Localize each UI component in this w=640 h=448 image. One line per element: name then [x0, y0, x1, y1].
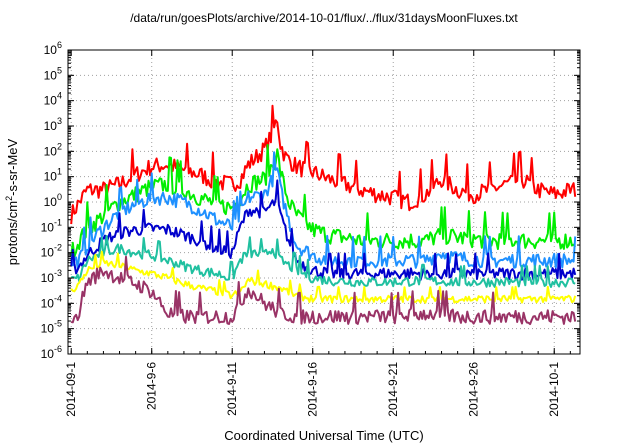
y-tick-label-exp: -4 [54, 293, 62, 303]
x-axis-label: Coordinated Universal Time (UTC) [224, 428, 423, 443]
y-tick-label-base: 10 [41, 347, 55, 361]
y-axis-label: protons/cm2-s-sr-MeV [4, 138, 20, 265]
y-tick-label: 10-2 [41, 243, 62, 260]
y-tick-label-base: 10 [44, 94, 58, 108]
y-tick-label: 10-3 [41, 268, 62, 285]
y-tick-label-base: 10 [41, 246, 55, 260]
y-tick-label-exp: -5 [54, 319, 62, 329]
y-tick-label-exp: -1 [54, 217, 62, 227]
y-axis-label-sup: 2 [4, 196, 14, 201]
y-tick-label-base: 10 [41, 322, 55, 336]
y-tick-label-exp: -2 [54, 243, 62, 253]
series-line-6 [70, 250, 577, 304]
y-tick-label: 103 [44, 116, 62, 133]
y-tick-label-exp: -3 [54, 268, 62, 278]
y-tick-label: 102 [44, 141, 62, 158]
ticks [68, 49, 580, 355]
x-tick-labels: 2014-09-1 2014-9-6 2014-9-11 2014-9-16 2014-… [64, 362, 561, 417]
y-tick-label-exp: 2 [57, 141, 62, 151]
x-tick-label: 2014-9-11 [225, 362, 239, 416]
y-tick-label-base: 10 [44, 144, 58, 158]
y-tick-label-base: 10 [41, 220, 55, 234]
y-tick-label: 10-4 [41, 293, 62, 310]
y-tick-label-exp: 1 [57, 167, 62, 177]
x-tick-label: 2014-09-1 [64, 362, 78, 417]
series-layer [70, 104, 577, 326]
y-tick-label: 10-5 [41, 319, 62, 336]
series-line-7 [70, 255, 577, 326]
y-tick-label-exp: 3 [57, 116, 62, 126]
y-tick-label: 105 [44, 65, 62, 82]
chart-title: /data/run/goesPlots/archive/2014-10-01/f… [130, 11, 518, 25]
y-tick-label-base: 10 [44, 119, 58, 133]
x-tick-label: 2014-9-21 [386, 362, 400, 417]
y-tick-label: 10-1 [41, 217, 62, 234]
y-tick-label: 101 [44, 167, 62, 184]
y-tick-labels: 10-610-510-410-310-210-11001011021031041… [41, 40, 62, 361]
y-tick-label-base: 10 [41, 271, 55, 285]
grid [68, 50, 580, 354]
y-tick-label: 106 [44, 40, 62, 57]
x-tick-label: 2014-9-6 [145, 362, 159, 410]
y-tick-label-base: 10 [44, 170, 58, 184]
y-tick-label-exp: 6 [57, 40, 62, 50]
y-axis-label-base: protons/cm [5, 201, 20, 265]
series-line-3 [70, 151, 577, 270]
series-line-1 [70, 104, 577, 225]
y-axis-label-rest: -s-sr-MeV [5, 138, 20, 195]
y-tick-label-base: 10 [41, 296, 55, 310]
y-tick-label-base: 10 [44, 43, 58, 57]
y-tick-label-exp: 4 [57, 91, 62, 101]
series-line-4 [70, 179, 577, 281]
y-tick-label-exp: -6 [54, 344, 62, 354]
y-tick-label-exp: 0 [57, 192, 62, 202]
y-tick-label: 104 [44, 91, 62, 108]
x-tick-label: 2014-10-1 [547, 362, 561, 417]
x-tick-label: 2014-9-26 [467, 362, 481, 417]
x-tick-label: 2014-9-16 [306, 362, 320, 417]
y-tick-label: 10-6 [41, 344, 62, 361]
series-line-5 [70, 235, 576, 288]
y-tick-label-exp: 5 [57, 65, 62, 75]
y-tick-label-base: 10 [44, 195, 58, 209]
y-tick-label-base: 10 [44, 68, 58, 82]
y-tick-label: 100 [44, 192, 62, 209]
